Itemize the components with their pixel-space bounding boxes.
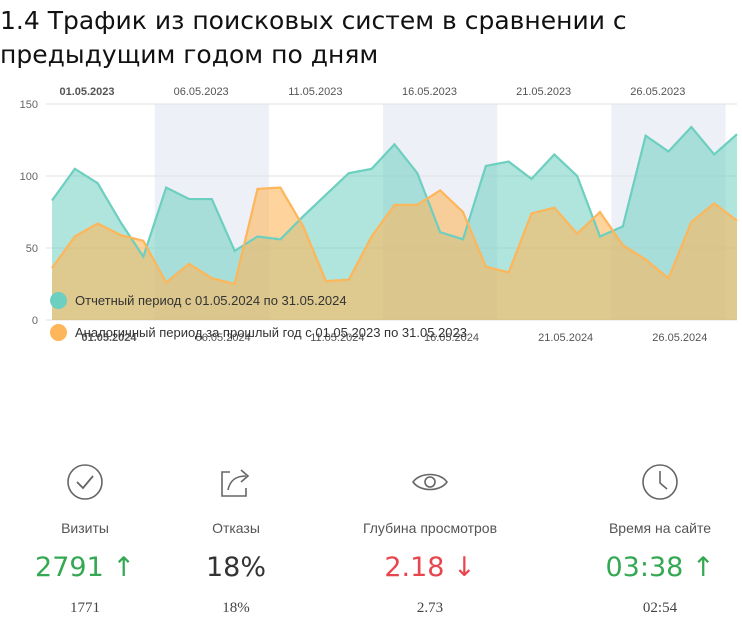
metric-visits: Визиты 2791 ↑ 1771 bbox=[0, 462, 175, 617]
legend-previous-dot bbox=[50, 324, 67, 341]
y-tick-label-2: 100 bbox=[20, 171, 38, 183]
eye-icon bbox=[340, 462, 520, 502]
y-tick-label-1: 50 bbox=[26, 243, 38, 255]
x-top-tick-label-4: 21.05.2023 bbox=[516, 86, 571, 98]
check-circle-icon bbox=[0, 462, 175, 502]
x-bottom-tick-label-1: 06.05.2024 bbox=[196, 332, 251, 344]
metric-depth: Глубина просмотров 2.18 ↓ 2.73 bbox=[340, 462, 520, 617]
metric-time: Время на сайте 03:38 ↑ 02:54 bbox=[570, 462, 742, 617]
metric-depth-prev: 2.73 bbox=[416, 600, 444, 616]
metric-visits-prev: 1771 bbox=[70, 600, 100, 616]
arrow-up-icon: ↑ bbox=[112, 552, 135, 583]
y-tick-label-0: 0 bbox=[32, 315, 38, 327]
series-area-1 bbox=[52, 187, 737, 320]
clock-icon bbox=[570, 462, 742, 502]
legend-current-dot bbox=[50, 292, 67, 309]
x-top-tick-label-1: 06.05.2023 bbox=[174, 86, 229, 98]
metric-time-prev: 02:54 bbox=[642, 600, 678, 616]
metric-time-label: Время на сайте bbox=[608, 520, 712, 536]
x-top-tick-label-5: 26.05.2023 bbox=[630, 86, 685, 98]
metric-depth-value: 2.18 ↓ bbox=[384, 552, 476, 583]
metric-visits-label: Визиты bbox=[61, 520, 109, 536]
traffic-comparison-chart: 0 50 100 150 01.05.2023 06.05.2023 11.05.2023 1… bbox=[20, 86, 738, 344]
legend-item-previous[interactable]: Аналогичный период за прошлый год с 01.0… bbox=[50, 324, 467, 341]
legend-previous-label: Аналогичный период за прошлый год с 01.0… bbox=[75, 325, 467, 340]
series-line-1 bbox=[51, 186, 738, 286]
x-top-tick-label-3: 16.05.2023 bbox=[402, 86, 457, 98]
legend-current-label: Отчетный период с 01.05.2024 по 31.05.20… bbox=[75, 293, 347, 308]
metric-bounces-value: 18% bbox=[205, 552, 266, 583]
share-icon bbox=[146, 462, 326, 502]
series-line-0 bbox=[51, 125, 738, 260]
arrow-down-icon: ↓ bbox=[453, 552, 476, 583]
metrics-row: Визиты 2791 ↑ 1771 Отказы 18% 18% Глубин… bbox=[0, 462, 742, 635]
x-bottom-tick-label-4: 21.05.2024 bbox=[538, 332, 593, 344]
metric-bounces: Отказы 18% 18% bbox=[146, 462, 326, 617]
metric-time-value: 03:38 ↑ bbox=[605, 552, 715, 583]
page-title: 1.4 Трафик из поисковых систем в сравнен… bbox=[0, 6, 627, 69]
x-top-tick-label-2: 11.05.2023 bbox=[288, 86, 342, 98]
metric-depth-label: Глубина просмотров bbox=[362, 520, 498, 536]
x-top-tick-label-0: 01.05.2023 bbox=[59, 86, 114, 98]
y-tick-label-3: 150 bbox=[20, 99, 38, 111]
arrow-up-icon: ↑ bbox=[691, 552, 715, 583]
metric-bounces-label: Отказы bbox=[212, 520, 260, 536]
legend-item-current[interactable]: Отчетный период с 01.05.2024 по 31.05.20… bbox=[50, 292, 347, 309]
x-bottom-tick-label-3: 16.05.2024 bbox=[424, 332, 479, 344]
x-bottom-tick-label-2: 11.05.2024 bbox=[310, 332, 364, 344]
x-bottom-tick-label-0: 01.05.2024 bbox=[81, 332, 137, 344]
metric-bounces-prev: 18% bbox=[222, 600, 250, 616]
x-bottom-tick-label-5: 26.05.2024 bbox=[652, 332, 707, 344]
metric-visits-value: 2791 ↑ bbox=[35, 552, 135, 583]
